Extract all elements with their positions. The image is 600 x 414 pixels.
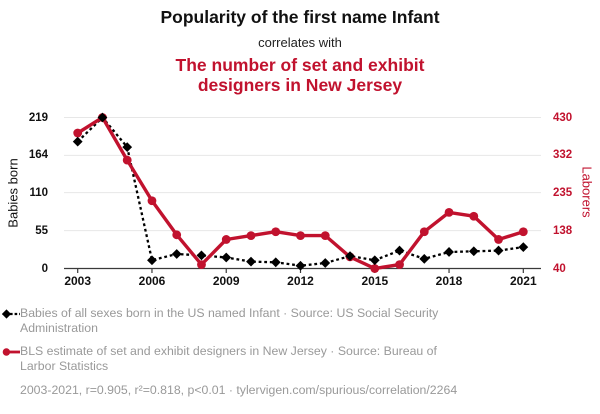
left-axis-title: Babies born [5,158,21,228]
x-axis-tick-2018: 2018 [435,274,463,288]
legend-label-designers: BLS estimate of set and exhibit designer… [20,344,437,373]
right-axis-tick-332: 332 [553,149,573,162]
diamond-dashed-line-icon [2,309,20,319]
chart-connector-text: correlates with [258,35,342,50]
right-axis-tick-138: 138 [553,224,573,237]
left-axis-tick-219: 219 [28,111,48,124]
chart-subtitle: The number of set and exhibit designers … [175,55,425,95]
right-axis-tick-235: 235 [553,186,573,199]
x-axis-tick-2012: 2012 [287,274,314,288]
x-axis-tick-2006: 2006 [138,274,166,288]
x-axis-tick-2009: 2009 [212,274,240,288]
circle-solid-line-icon [2,348,20,356]
left-axis-tick-164: 164 [28,149,48,162]
x-axis-tick-2003: 2003 [64,274,92,288]
left-axis-tick-0: 0 [41,262,48,275]
right-axis-tick-40: 40 [553,262,566,275]
legend-item-babies: Babies of all sexes born in the US named… [2,306,594,336]
left-axis-tick-55: 55 [35,224,48,237]
x-axis-tick-2021: 2021 [509,274,537,288]
legend-item-designers: BLS estimate of set and exhibit designer… [2,344,594,374]
right-axis-tick-430: 430 [553,111,573,124]
chart-title: Popularity of the first name Infant [160,7,440,27]
legend-label-babies: Babies of all sexes born in the US named… [20,306,439,335]
x-axis-tick-2015: 2015 [361,274,389,288]
left-axis-tick-110: 110 [29,186,48,199]
footer-stats-and-url: 2003-2021, r=0.905, r²=0.818, p<0.01 · t… [20,383,458,397]
right-axis-title: Laborers [579,166,595,218]
